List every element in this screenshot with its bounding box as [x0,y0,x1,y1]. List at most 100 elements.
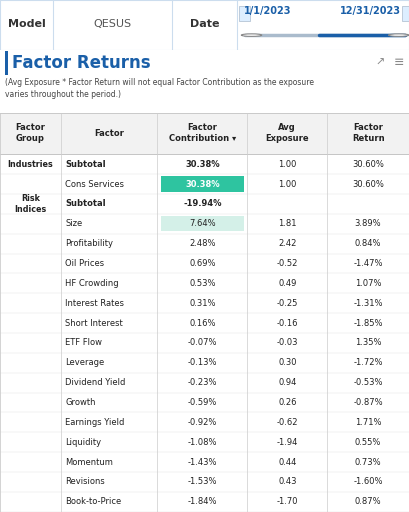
Bar [0,253,409,273]
Text: ↗: ↗ [376,58,385,68]
Text: 1.35%: 1.35% [355,338,381,347]
Text: ≡: ≡ [393,56,404,69]
Text: Revisions: Revisions [65,477,105,486]
Text: Date: Date [190,19,219,29]
Text: 0.43: 0.43 [278,477,297,486]
Text: Earnings Yield: Earnings Yield [65,418,125,427]
Bar [0,393,409,412]
Text: 0.73%: 0.73% [355,458,382,466]
Text: Size: Size [65,219,83,228]
Text: Oil Prices: Oil Prices [65,259,105,268]
Text: 0.16%: 0.16% [189,318,216,328]
Text: Book-to-Price: Book-to-Price [65,497,122,506]
Text: Subtotal: Subtotal [65,199,106,208]
Text: Cons Services: Cons Services [65,180,124,188]
Text: Momentum: Momentum [65,458,113,466]
Bar [0,194,409,214]
Text: -0.07%: -0.07% [188,338,217,347]
Text: Factor
Group: Factor Group [15,123,45,143]
Text: (Avg Exposure * Factor Return will not equal Factor Contribution as the exposure: (Avg Exposure * Factor Return will not e… [5,78,314,99]
Circle shape [241,34,262,36]
Text: -1.72%: -1.72% [353,358,383,367]
Text: 30.60%: 30.60% [352,160,384,168]
Text: Dividend Yield: Dividend Yield [65,378,126,387]
Bar [0,293,409,313]
Text: 0.87%: 0.87% [355,497,382,506]
Bar [0,174,409,194]
Text: -0.16: -0.16 [276,318,298,328]
Bar [0,333,409,353]
Bar [161,177,244,191]
Text: -1.60%: -1.60% [353,477,383,486]
Text: ETF Flow: ETF Flow [65,338,102,347]
Text: HF Crowding: HF Crowding [65,279,119,288]
Text: 0.53%: 0.53% [189,279,216,288]
Text: 2.42: 2.42 [278,239,297,248]
Text: Model: Model [8,19,45,29]
Text: 1.00: 1.00 [278,180,297,188]
Text: 0.49: 0.49 [278,279,297,288]
Text: 2.48%: 2.48% [189,239,216,248]
Bar [0,412,409,432]
Text: -0.25: -0.25 [276,298,298,308]
Text: 1.07%: 1.07% [355,279,381,288]
Bar [239,6,250,21]
Text: -0.13%: -0.13% [188,358,217,367]
Bar [0,373,409,393]
Bar [0,452,409,472]
Text: 0.84%: 0.84% [355,239,381,248]
Text: -19.94%: -19.94% [183,199,222,208]
Text: -1.43%: -1.43% [188,458,217,466]
Bar [0,472,409,492]
Text: Interest Rates: Interest Rates [65,298,124,308]
Text: Risk
Indices: Risk Indices [14,194,46,214]
Text: -0.52: -0.52 [276,259,298,268]
Text: 12/31/2023: 12/31/2023 [339,6,401,16]
Text: -1.70: -1.70 [276,497,298,506]
Text: 30.38%: 30.38% [185,180,220,188]
Text: -1.94: -1.94 [276,438,298,446]
Text: 0.30: 0.30 [278,358,297,367]
Bar [0,313,409,333]
Bar [0,154,409,174]
Text: 0.69%: 0.69% [189,259,216,268]
Text: -0.59%: -0.59% [188,398,217,407]
Text: Growth: Growth [65,398,96,407]
Text: Profitability: Profitability [65,239,113,248]
Text: 1.00: 1.00 [278,160,297,168]
Bar [161,216,244,231]
Text: Leverage: Leverage [65,358,105,367]
Text: 1.81: 1.81 [278,219,297,228]
Text: 0.94: 0.94 [278,378,297,387]
Text: Factor Returns: Factor Returns [12,54,151,72]
Text: 0.31%: 0.31% [189,298,216,308]
Text: -0.53%: -0.53% [353,378,383,387]
Text: Factor: Factor [94,129,124,138]
Text: -0.23%: -0.23% [188,378,217,387]
Text: Factor
Return: Factor Return [352,123,384,143]
Bar [0,273,409,293]
Text: Avg
Exposure: Avg Exposure [265,123,309,143]
Text: Industries: Industries [7,160,53,168]
Bar [0,233,409,253]
Text: 30.38%: 30.38% [185,160,220,168]
Bar [5,51,8,75]
Text: Short Interest: Short Interest [65,318,123,328]
Text: 30.60%: 30.60% [352,180,384,188]
Text: -1.08%: -1.08% [188,438,217,446]
Text: Subtotal: Subtotal [65,160,106,168]
Circle shape [389,34,409,36]
Text: -1.85%: -1.85% [353,318,383,328]
Text: 0.26: 0.26 [278,398,297,407]
Bar [0,214,409,233]
Text: 7.64%: 7.64% [189,219,216,228]
Bar [0,432,409,452]
Text: -0.92%: -0.92% [188,418,217,427]
Text: -1.84%: -1.84% [188,497,217,506]
Text: 0.55%: 0.55% [355,438,381,446]
Text: 1/1/2023: 1/1/2023 [244,6,292,16]
Text: -1.31%: -1.31% [353,298,383,308]
Text: -0.03: -0.03 [276,338,298,347]
Text: -0.87%: -0.87% [353,398,383,407]
Bar [0,113,409,154]
